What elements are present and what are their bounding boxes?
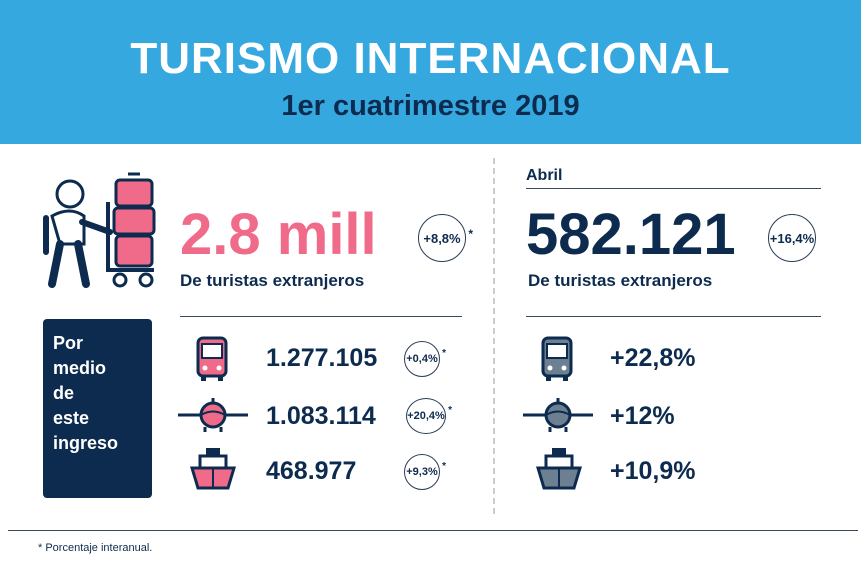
- right-total-badge: +16,4%: [768, 214, 816, 262]
- right-total-caption: De turistas extranjeros: [528, 271, 713, 290]
- left-ship-badge-asterisk: *: [442, 461, 446, 472]
- left-total-caption: De turistas extranjeros: [180, 271, 365, 290]
- left-ship-badge-text: +9,3%: [406, 466, 438, 478]
- left-ship-value: 468.977: [266, 457, 357, 485]
- left-total-badge: +8,8% *: [418, 214, 473, 262]
- left-bus-value: 1.277.105: [266, 344, 378, 372]
- right-bus-pct: +22,8%: [610, 344, 696, 372]
- left-plane-badge-text: +20,4%: [407, 410, 445, 422]
- left-ship-badge: +9,3% *: [404, 454, 446, 490]
- plane-icon: [178, 398, 248, 432]
- left-divider: [180, 316, 462, 317]
- left-bus-badge: +0,4% *: [404, 341, 446, 377]
- bus-icon: [196, 336, 228, 381]
- header-banner: TURISMO INTERNACIONAL 1er cuatrimestre 2…: [0, 0, 861, 144]
- page-subtitle: 1er cuatrimestre 2019: [281, 90, 580, 122]
- entry-mode-label-line: de: [53, 383, 75, 403]
- tourist-luggage-icon: [43, 172, 156, 288]
- left-plane-badge: +20,4% *: [406, 398, 452, 434]
- entry-mode-label-line: Por: [53, 333, 84, 353]
- left-bus-badge-asterisk: *: [442, 348, 446, 359]
- bus-icon: [541, 336, 573, 381]
- right-total-badge-text: +16,4%: [769, 230, 815, 246]
- left-total-badge-text: +8,8%: [423, 230, 461, 246]
- left-plane-value: 1.083.114: [266, 402, 376, 430]
- right-plane-pct: +12%: [610, 402, 675, 430]
- right-divider: [526, 316, 821, 317]
- right-total-value: 582.121: [526, 202, 736, 267]
- column-divider: [493, 158, 495, 514]
- left-total-badge-asterisk: *: [468, 227, 473, 241]
- page-title: TURISMO INTERNACIONAL: [130, 34, 731, 83]
- entry-mode-label-line: medio: [53, 358, 107, 378]
- entry-mode-label-box: Por medio de este ingreso: [43, 319, 152, 498]
- ship-icon: [536, 448, 582, 490]
- month-label: Abril: [526, 167, 563, 184]
- month-underline: [526, 188, 821, 189]
- entry-mode-label-line: este: [53, 408, 90, 428]
- left-total-value: 2.8 mill: [180, 202, 377, 267]
- right-ship-pct: +10,9%: [610, 457, 696, 485]
- entry-mode-label-line: ingreso: [53, 433, 119, 453]
- left-bus-badge-text: +0,4%: [406, 353, 438, 365]
- left-plane-badge-asterisk: *: [448, 405, 452, 416]
- ship-icon: [190, 448, 236, 490]
- footer-divider: [8, 530, 858, 531]
- plane-icon: [523, 398, 593, 432]
- footnote: * Porcentaje interanual.: [38, 542, 153, 554]
